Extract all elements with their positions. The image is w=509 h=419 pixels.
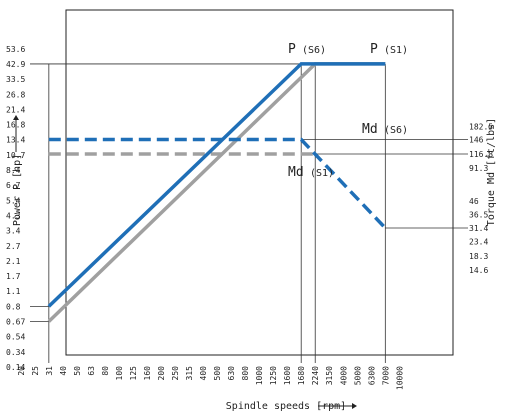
x-tick-labels: 20 25 31 40 50 63 80 100 125 160 200 250 315 400 500 63… bbox=[17, 366, 405, 390]
x-tick-label: 315 bbox=[185, 366, 194, 381]
x-tick-label: 200 bbox=[157, 366, 166, 381]
x-tick-label: 10000 bbox=[395, 366, 404, 390]
y-left-tick-label: 2.7 bbox=[6, 242, 21, 251]
x-axis-label: Spindle speeds [rpm] bbox=[226, 401, 346, 412]
y-left-tick-label: 1.1 bbox=[6, 287, 21, 296]
x-tick-label: 50 bbox=[73, 366, 82, 376]
series-label-md-s6: Md bbox=[362, 122, 378, 137]
y-left-tick-label: 33.5 bbox=[6, 75, 25, 84]
x-tick-label: 500 bbox=[213, 366, 222, 381]
x-tick-label: 1250 bbox=[269, 366, 278, 385]
y-left-tick-label: 53.6 bbox=[6, 45, 25, 54]
x-tick-label: 4000 bbox=[339, 366, 348, 385]
y-left-axis-arrowhead bbox=[13, 115, 19, 120]
y-left-tick-label: 1.7 bbox=[6, 272, 21, 281]
x-tick-label: 100 bbox=[115, 366, 124, 381]
x-tick-label: 1600 bbox=[283, 366, 292, 385]
y-left-tick-label: 6.7 bbox=[6, 181, 21, 190]
y-right-tick-label: 36.5 bbox=[469, 211, 488, 220]
x-tick-label: 80 bbox=[101, 366, 110, 376]
series-label-sub-md-s1: (S1) bbox=[310, 168, 334, 179]
y-right-tick-label: 31.4 bbox=[469, 224, 488, 233]
y-left-tick-label: 0.8 bbox=[6, 302, 21, 311]
x-tick-label: 125 bbox=[129, 366, 138, 381]
x-tick-label: 630 bbox=[227, 366, 236, 381]
x-tick-label: 20 bbox=[17, 366, 26, 376]
y-left-tick-label: 0.67 bbox=[6, 318, 25, 327]
x-axis-arrowhead bbox=[352, 403, 357, 409]
series-line-p-s6 bbox=[47, 62, 386, 308]
y-right-tick-label: 146 bbox=[469, 136, 484, 145]
series-label-sub-md-s6: (S6) bbox=[384, 125, 408, 136]
series-label-p-s6: P bbox=[288, 42, 296, 57]
series-line-p-s1 bbox=[47, 62, 386, 323]
y-left-tick-label: 4.3 bbox=[6, 211, 21, 220]
y-right-axis-label: Torque Md [ft/lbs] bbox=[486, 118, 497, 226]
y-left-axis-label: Power P [hp] bbox=[12, 154, 23, 226]
y-left-tick-label: 26.8 bbox=[6, 90, 25, 99]
y-right-tick-label: 116.8 bbox=[469, 150, 493, 159]
series-label-md-s1: Md bbox=[288, 165, 304, 180]
x-tick-label: 6300 bbox=[367, 366, 376, 385]
x-tick-label: 2240 bbox=[311, 366, 320, 385]
x-tick-label: 5000 bbox=[353, 366, 362, 385]
series-label-sub-p-s6: (S6) bbox=[302, 45, 326, 56]
x-tick-label: 1680 bbox=[297, 366, 306, 385]
y-right-tick-label: 46 bbox=[469, 197, 479, 206]
x-tick-label: 1000 bbox=[255, 366, 264, 385]
x-tick-label: 160 bbox=[143, 366, 152, 381]
y-left-tick-label: 42.9 bbox=[6, 60, 25, 69]
series-line-md-s6 bbox=[48, 137, 387, 230]
y-right-tick-label: 182.5 bbox=[469, 123, 493, 132]
guide-lines bbox=[30, 63, 468, 363]
series-layer bbox=[47, 62, 387, 323]
x-tick-label: 800 bbox=[241, 366, 250, 381]
x-tick-label: 7000 bbox=[381, 366, 390, 385]
right-tick-labels: 182.5 146 116.8 91.3 46 36.5 31.4 23.4 18.3 14.6 bbox=[469, 123, 493, 276]
series-label-sub-p-s1: (S1) bbox=[384, 45, 408, 56]
plot-frame bbox=[65, 9, 454, 356]
x-tick-label: 25 bbox=[31, 366, 40, 376]
y-right-tick-label: 18.3 bbox=[469, 252, 488, 261]
x-tick-label: 40 bbox=[59, 366, 68, 376]
x-tick-label: 250 bbox=[171, 366, 180, 381]
y-left-tick-label: 5.4 bbox=[6, 196, 21, 205]
x-tick-label: 3150 bbox=[325, 366, 334, 385]
y-right-tick-label: 14.6 bbox=[469, 266, 488, 275]
y-left-tick-label: 0.54 bbox=[6, 333, 25, 342]
y-right-tick-label: 91.3 bbox=[469, 164, 488, 173]
y-left-tick-label: 8.4 bbox=[6, 166, 21, 175]
y-left-tick-label: 0.14 bbox=[6, 363, 25, 372]
y-left-tick-label: 10.7 bbox=[6, 151, 25, 160]
y-right-tick-label: 23.4 bbox=[469, 238, 488, 247]
y-left-tick-label: 21.4 bbox=[6, 105, 25, 114]
y-left-tick-label: 2.1 bbox=[6, 257, 21, 266]
y-left-tick-label: 0.34 bbox=[6, 348, 25, 357]
x-tick-label: 31 bbox=[45, 366, 54, 376]
x-tick-label: 400 bbox=[199, 366, 208, 381]
y-left-tick-label: 3.4 bbox=[6, 227, 21, 236]
x-tick-label: 63 bbox=[87, 366, 96, 376]
series-label-p-s1: P bbox=[370, 42, 378, 57]
series-labels: P (S6) P (S1) Md (S6) Md (S1) bbox=[288, 42, 408, 180]
